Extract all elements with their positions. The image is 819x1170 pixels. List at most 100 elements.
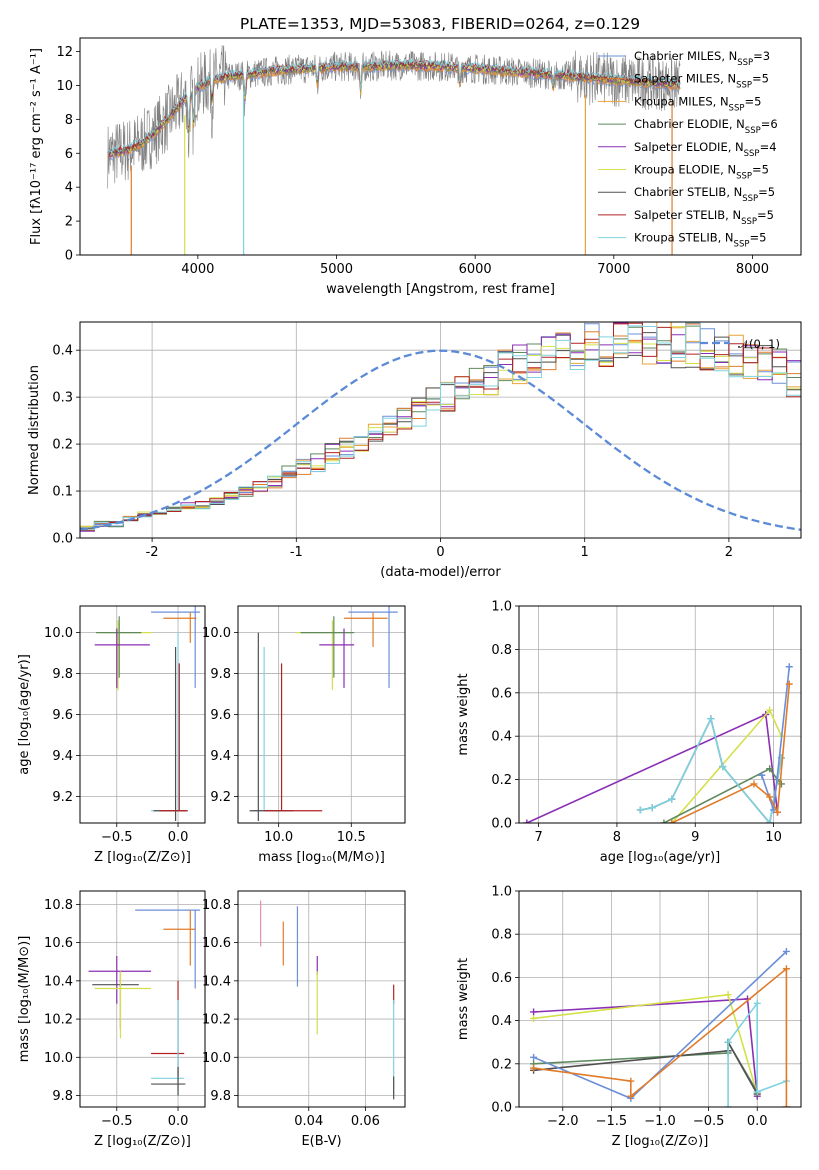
x-tick-label: 2 bbox=[725, 545, 733, 560]
weight-marker bbox=[782, 947, 790, 955]
y-tick-label: 10.6 bbox=[202, 936, 231, 951]
axes-frame bbox=[518, 890, 802, 1108]
y-axis-label: age [log₁₀(age/yr)] bbox=[17, 654, 32, 775]
y-tick-label: 0.2 bbox=[491, 773, 512, 788]
panel-weight-vs-Z: −2.0 −1.5 −1.0 −0.5 0.0 0.0 0.2 0.4 0.6 0.8 1.0 Z [… bbox=[456, 885, 802, 1149]
y-tick-label: 10.0 bbox=[44, 1051, 73, 1066]
weight-marker bbox=[523, 819, 531, 823]
weight-marker bbox=[753, 1088, 761, 1096]
weight-series-2 bbox=[663, 767, 782, 823]
weight-marker bbox=[766, 706, 774, 714]
x-axis-label: age [log₁₀(age/yr)] bbox=[600, 850, 721, 865]
weight-marker bbox=[668, 795, 676, 803]
y-tick-label: 10.2 bbox=[202, 1013, 231, 1028]
x-tick-label: 4000 bbox=[181, 262, 214, 277]
y-tick-label: 0.2 bbox=[52, 438, 73, 453]
panel-residuals: -2 -1 0 1 2 0.0 0.1 0.2 0.3 0.4 (data-model)/error… bbox=[27, 321, 802, 580]
y-tick-label: 1.0 bbox=[491, 885, 512, 900]
x-tick-label: −2.0 bbox=[547, 1114, 579, 1129]
y-tick-label: 9.8 bbox=[52, 1089, 73, 1104]
x-axis-label: Z [log₁₀(Z/Z⊙)] bbox=[94, 1134, 191, 1149]
y-tick-label: 10.0 bbox=[202, 626, 231, 641]
axes-frame bbox=[79, 321, 802, 539]
y-tick-label: 0.4 bbox=[491, 730, 512, 745]
x-tick-label: 0.0 bbox=[168, 830, 189, 845]
x-tick-label: 8000 bbox=[736, 262, 769, 277]
axes-frame bbox=[79, 605, 206, 824]
weight-marker bbox=[777, 780, 785, 788]
plot-area bbox=[80, 606, 205, 823]
x-tick-label: −1.0 bbox=[644, 1114, 676, 1129]
weight-marker bbox=[668, 819, 676, 823]
panel-mass-vs-EBV: 0.04 0.06 9.8 10.0 10.2 10.4 10.6 10.8 E(B-V) bbox=[202, 890, 406, 1149]
y-tick-label: 10.8 bbox=[44, 898, 73, 913]
axes-frame bbox=[79, 890, 206, 1108]
x-tick-label: 1 bbox=[581, 545, 589, 560]
plot-area bbox=[80, 891, 205, 1107]
y-tick-label: 4 bbox=[65, 181, 73, 196]
panel-mass-vs-Z: −0.5 0.0 9.8 10.0 10.2 10.4 10.6 10.8 Z [log₁₀(Z… bbox=[17, 890, 206, 1149]
histogram-8 bbox=[80, 322, 801, 538]
axes-frame bbox=[518, 605, 802, 824]
y-tick-label: 0.4 bbox=[491, 1014, 512, 1029]
plot-area bbox=[238, 891, 405, 1107]
x-axis-label: Z [log₁₀(Z/Z⊙)] bbox=[94, 850, 191, 865]
plot-area bbox=[519, 891, 801, 1107]
x-tick-label: 9 bbox=[691, 830, 699, 845]
y-tick-label: 10.6 bbox=[44, 936, 73, 951]
axes-frame bbox=[237, 605, 406, 824]
observed-spectrum bbox=[107, 45, 681, 189]
x-tick-label: 0.0 bbox=[168, 1114, 189, 1129]
x-tick-label: −0.5 bbox=[101, 830, 133, 845]
y-tick-label: 10.0 bbox=[202, 1051, 231, 1066]
plot-area bbox=[107, 45, 681, 255]
weight-marker bbox=[750, 780, 758, 788]
y-tick-label: 10.4 bbox=[44, 974, 73, 989]
y-axis-label: mass [log₁₀(M/M⊙)] bbox=[17, 936, 32, 1063]
x-axis-label: wavelength [Angstrom, rest frame] bbox=[326, 282, 555, 297]
x-tick-label: −1.5 bbox=[596, 1114, 628, 1129]
y-tick-label: 0.2 bbox=[491, 1057, 512, 1072]
weight-marker bbox=[774, 808, 781, 816]
y-tick-label: 9.4 bbox=[210, 749, 231, 764]
y-tick-label: 9.6 bbox=[52, 708, 73, 723]
y-tick-label: 0.4 bbox=[52, 344, 73, 359]
x-axis-label: (data-model)/error bbox=[380, 565, 501, 580]
x-tick-label: 0.06 bbox=[351, 1114, 380, 1129]
weight-marker bbox=[782, 965, 790, 973]
weight-marker bbox=[766, 819, 774, 823]
x-tick-label: 8 bbox=[613, 830, 621, 845]
y-tick-label: 9.8 bbox=[210, 667, 231, 682]
weight-marker bbox=[627, 1077, 635, 1085]
weight-marker bbox=[530, 1008, 538, 1016]
weight-marker bbox=[753, 999, 761, 1007]
y-tick-label: 0 bbox=[65, 249, 73, 264]
y-tick-label: 1.0 bbox=[491, 600, 512, 615]
y-tick-label: 0.6 bbox=[491, 971, 512, 986]
y-tick-label: 9.6 bbox=[210, 708, 231, 723]
x-tick-label: 0.0 bbox=[747, 1114, 768, 1129]
x-tick-label: 7 bbox=[534, 830, 542, 845]
weight-marker bbox=[766, 765, 774, 773]
y-tick-label: 9.2 bbox=[52, 790, 73, 805]
weight-marker bbox=[724, 1038, 732, 1046]
y-tick-label: 10.8 bbox=[202, 898, 231, 913]
panel-age-vs-Z: −0.5 0.0 9.2 9.4 9.6 9.8 10.0 Z [log₁₀(Z/Z⊙)] ag… bbox=[17, 605, 206, 865]
panel-weight-vs-age: 7 8 9 10 0.0 0.2 0.4 0.6 0.8 1.0 age [log₁₀(age/yr… bbox=[456, 600, 802, 865]
y-tick-label: 0.3 bbox=[52, 391, 73, 406]
plot-area bbox=[519, 606, 801, 823]
legend-entry: 𝒩(0, 1) bbox=[738, 337, 780, 351]
y-axis-label: mass weight bbox=[456, 958, 471, 1040]
y-axis-label: Normed distribution bbox=[27, 365, 42, 495]
x-tick-label: 5000 bbox=[320, 262, 353, 277]
y-axis-label: mass weight bbox=[456, 673, 471, 755]
weight-marker bbox=[785, 663, 793, 671]
weight-marker bbox=[724, 991, 732, 999]
y-tick-label: 10.2 bbox=[44, 1013, 73, 1028]
weight-marker bbox=[530, 1014, 538, 1022]
y-tick-label: 10 bbox=[56, 79, 73, 94]
weight-marker bbox=[785, 680, 793, 688]
x-tick-label: 0.04 bbox=[294, 1114, 323, 1129]
weight-marker bbox=[660, 819, 668, 823]
y-tick-label: 0.0 bbox=[491, 1101, 512, 1116]
